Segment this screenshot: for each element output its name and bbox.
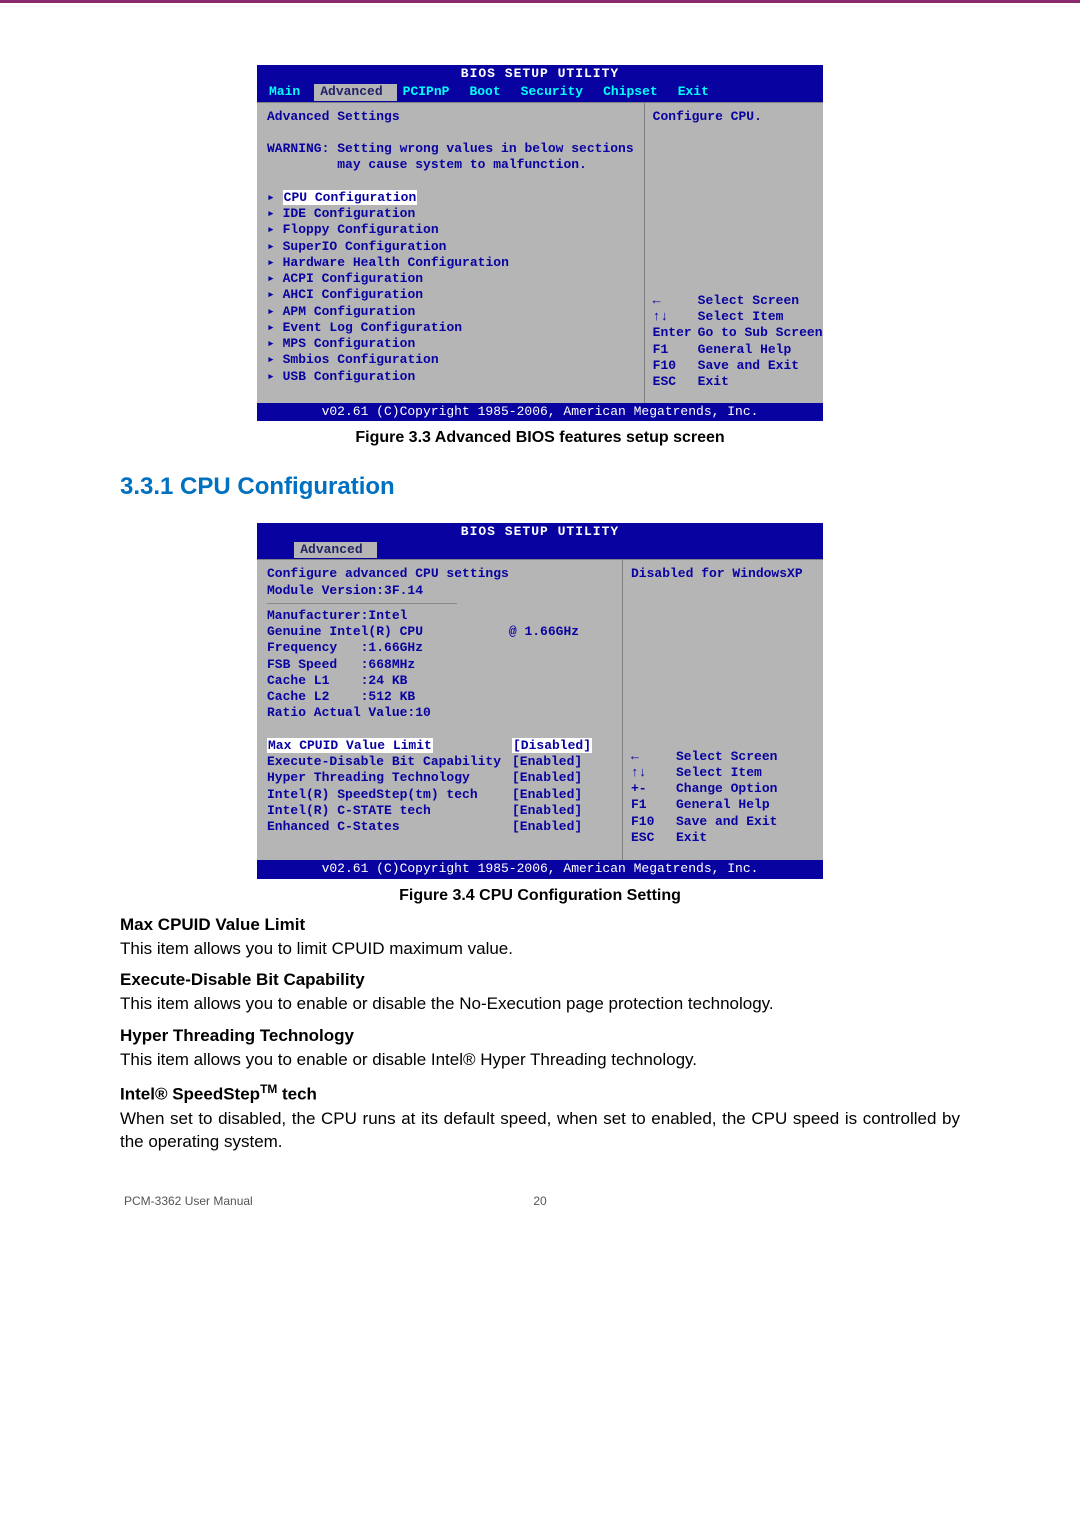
cpu-info-line: Cache L1 :24 KB bbox=[267, 673, 612, 689]
module-version: Module Version:3F.14 bbox=[267, 583, 612, 599]
cpu-info-line: Cache L2 :512 KB bbox=[267, 689, 612, 705]
cpu-info-line: FSB Speed :668MHz bbox=[267, 657, 612, 673]
menu-main: Main bbox=[263, 84, 314, 100]
bios-item: ▸ SuperIO Configuration bbox=[267, 239, 634, 255]
bios-item: ▸ ACPI Configuration bbox=[267, 271, 634, 287]
cpu-setting-row: Enhanced C-States[Enabled] bbox=[267, 819, 612, 835]
warning-line-1: WARNING: Setting wrong values in below s… bbox=[267, 141, 634, 157]
help-text: Configure CPU. bbox=[653, 109, 823, 125]
bios-title: BIOS SETUP UTILITY bbox=[257, 523, 823, 541]
cpu-setting-row: Max CPUID Value Limit[Disabled] bbox=[267, 738, 612, 754]
bios-item: ▸ Smbios Configuration bbox=[267, 352, 634, 368]
menu-exit: Exit bbox=[672, 84, 723, 100]
subhead-xd: Execute-Disable Bit Capability bbox=[120, 970, 960, 990]
menu-chipset: Chipset bbox=[597, 84, 672, 100]
help-key-row: ↑↓Select Item bbox=[653, 309, 823, 325]
bios-copyright: v02.61 (C)Copyright 1985-2006, American … bbox=[257, 860, 823, 878]
footer-page-number: 20 bbox=[253, 1194, 828, 1208]
bios-item: ▸ CPU Configuration bbox=[267, 190, 634, 206]
bios-screenshot-advanced: BIOS SETUP UTILITY MainAdvancedPCIPnPBoo… bbox=[255, 63, 825, 423]
cpu-setting-row: Intel(R) SpeedStep(tm) tech[Enabled] bbox=[267, 787, 612, 803]
subhead-ht: Hyper Threading Technology bbox=[120, 1026, 960, 1046]
cpu-heading: Configure advanced CPU settings bbox=[267, 566, 612, 582]
menu-security: Security bbox=[515, 84, 597, 100]
section-heading: 3.3.1 CPU Configuration bbox=[120, 473, 960, 501]
para-max-cpuid: This item allows you to limit CPUID maxi… bbox=[120, 938, 960, 961]
subhead-max-cpuid: Max CPUID Value Limit bbox=[120, 915, 960, 935]
bios-item: ▸ Event Log Configuration bbox=[267, 320, 634, 336]
cpu-setting-row: Execute-Disable Bit Capability[Enabled] bbox=[267, 754, 612, 770]
menu-advanced: Advanced bbox=[314, 84, 396, 100]
bios-item: ▸ IDE Configuration bbox=[267, 206, 634, 222]
help-key-row: ESCExit bbox=[631, 830, 815, 846]
bios-menubar: MainAdvancedPCIPnPBootSecurityChipsetExi… bbox=[257, 83, 823, 101]
cpu-info-line: Frequency :1.66GHz bbox=[267, 640, 612, 656]
help-key-row: F1General Help bbox=[631, 797, 815, 813]
bios-title: BIOS SETUP UTILITY bbox=[257, 65, 823, 83]
menu-pcipnp: PCIPnP bbox=[397, 84, 464, 100]
bios-copyright: v02.61 (C)Copyright 1985-2006, American … bbox=[257, 403, 823, 421]
help-key-row: ←Select Screen bbox=[653, 293, 823, 309]
advanced-settings-label: Advanced Settings bbox=[267, 109, 634, 125]
page-footer: PCM-3362 User Manual 20 PCM-3362 User Ma… bbox=[120, 1194, 960, 1208]
help-key-row: ESCExit bbox=[653, 374, 823, 390]
figure-caption-33: Figure 3.3 Advanced BIOS features setup … bbox=[120, 429, 960, 447]
subhead-speedstep: Intel® SpeedStepTM tech bbox=[120, 1082, 960, 1105]
help-key-row: F1General Help bbox=[653, 342, 823, 358]
help-key-row: F10Save and Exit bbox=[653, 358, 823, 374]
help-key-row: EnterGo to Sub Screen bbox=[653, 325, 823, 341]
help-key-row: +-Change Option bbox=[631, 781, 815, 797]
cpu-setting-row: Intel(R) C-STATE tech[Enabled] bbox=[267, 803, 612, 819]
para-ht: This item allows you to enable or disabl… bbox=[120, 1049, 960, 1072]
help-key-row: ←Select Screen bbox=[631, 749, 815, 765]
figure-caption-34: Figure 3.4 CPU Configuration Setting bbox=[120, 887, 960, 905]
help-key-row: ↑↓Select Item bbox=[631, 765, 815, 781]
menu-boot: Boot bbox=[463, 84, 514, 100]
menu-advanced: Advanced bbox=[294, 542, 376, 558]
para-speedstep: When set to disabled, the CPU runs at it… bbox=[120, 1108, 960, 1154]
bios-item: ▸ APM Configuration bbox=[267, 304, 634, 320]
bios-menubar: Advanced bbox=[257, 541, 823, 559]
bios-item: ▸ AHCI Configuration bbox=[267, 287, 634, 303]
footer-left: PCM-3362 User Manual bbox=[124, 1194, 253, 1208]
cpu-info-line: Manufacturer:Intel bbox=[267, 608, 612, 624]
bios-screenshot-cpu: BIOS SETUP UTILITY Advanced Configure ad… bbox=[255, 521, 825, 881]
help-key-row: F10Save and Exit bbox=[631, 814, 815, 830]
bios-item: ▸ Hardware Health Configuration bbox=[267, 255, 634, 271]
cpu-info-line: Genuine Intel(R) CPU @ 1.66GHz bbox=[267, 624, 612, 640]
cpu-setting-row: Hyper Threading Technology[Enabled] bbox=[267, 770, 612, 786]
bios-item: ▸ Floppy Configuration bbox=[267, 222, 634, 238]
para-xd: This item allows you to enable or disabl… bbox=[120, 993, 960, 1016]
bios-item: ▸ MPS Configuration bbox=[267, 336, 634, 352]
help-text: Disabled for WindowsXP bbox=[631, 566, 815, 582]
cpu-info-line: Ratio Actual Value:10 bbox=[267, 705, 612, 721]
bios-item: ▸ USB Configuration bbox=[267, 369, 634, 385]
warning-line-2: may cause system to malfunction. bbox=[267, 157, 634, 173]
